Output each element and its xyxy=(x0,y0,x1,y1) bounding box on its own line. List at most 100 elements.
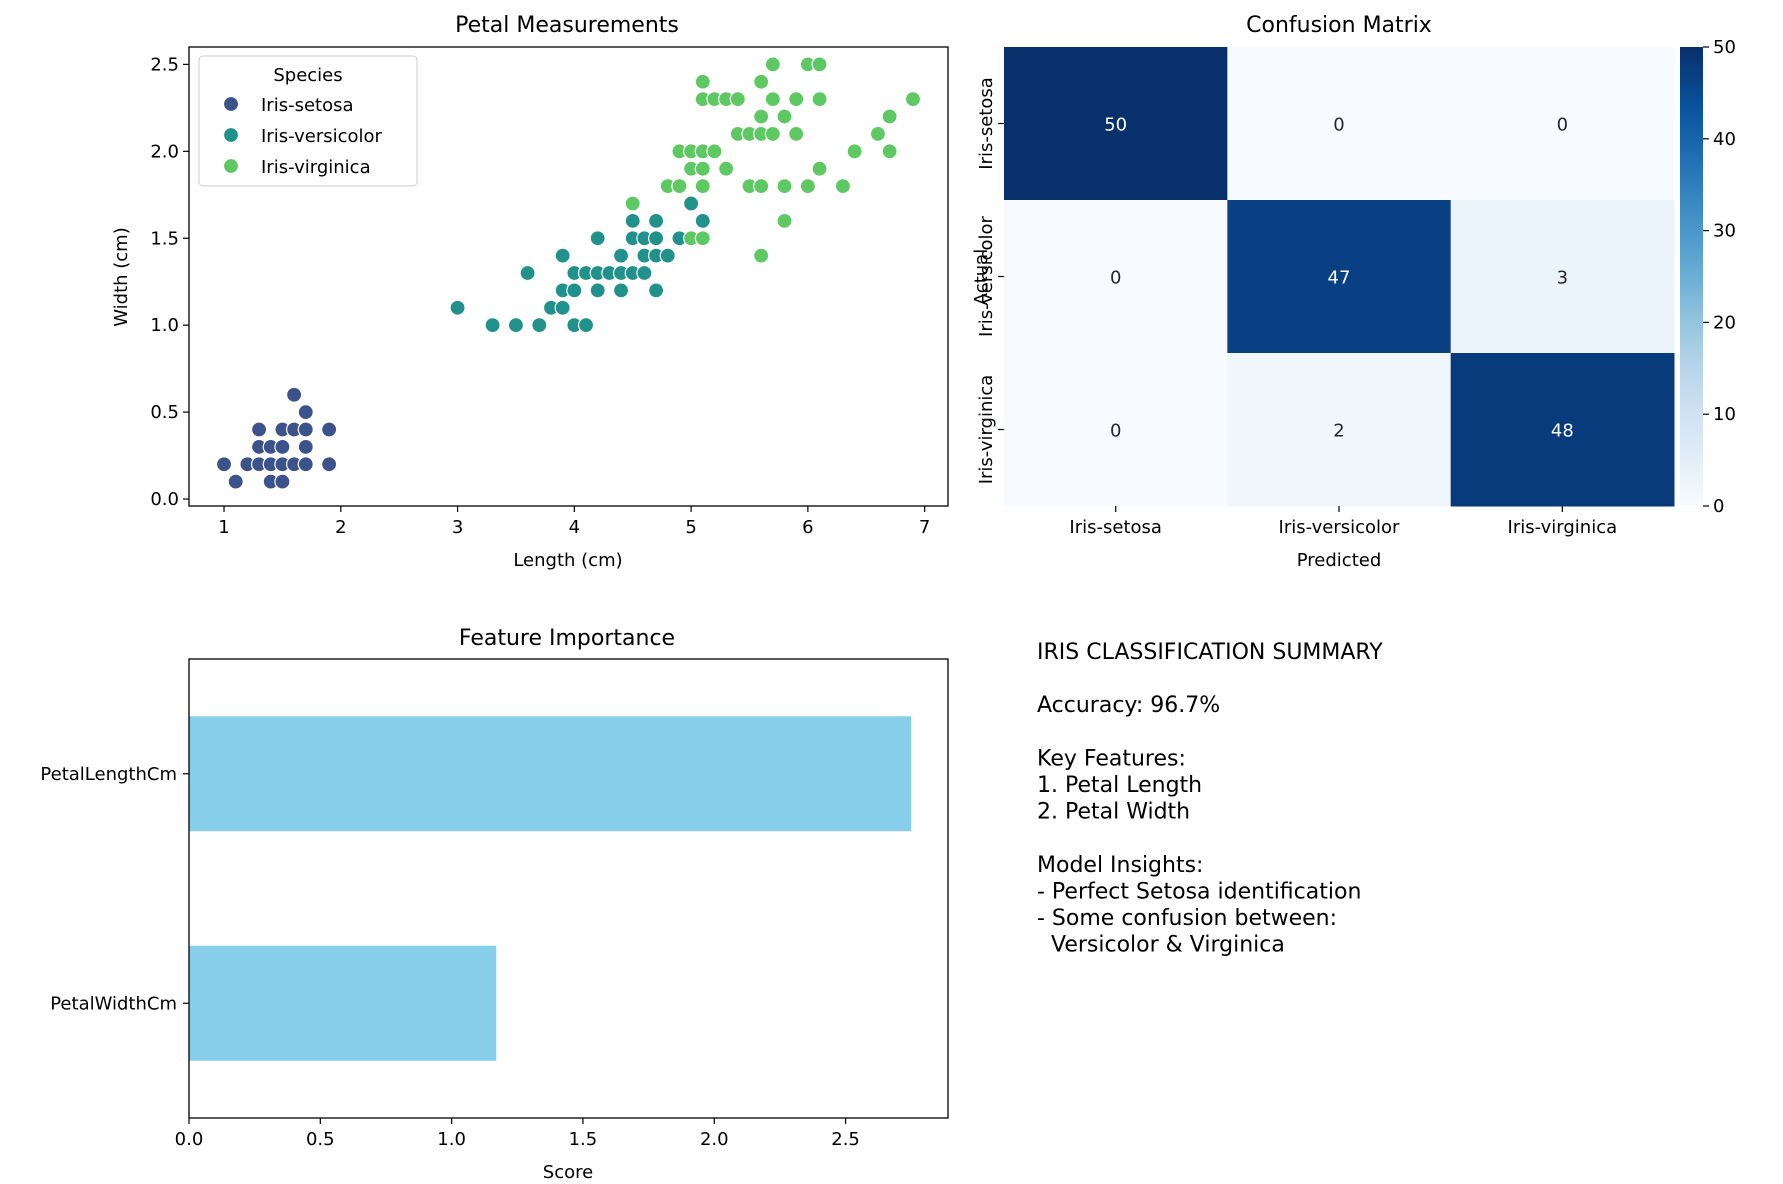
scatter-point xyxy=(834,177,852,195)
scatter-point xyxy=(636,264,653,282)
scatter-point xyxy=(753,108,770,125)
y-tick-label: 1.0 xyxy=(150,315,179,336)
scatter-point xyxy=(683,195,700,212)
heatmap-x-label: Predicted xyxy=(1297,550,1382,571)
scatter-point xyxy=(799,177,816,195)
scatter-point xyxy=(227,473,244,490)
summary-line: Versicolor & Virginica xyxy=(1037,933,1285,958)
scatter-point xyxy=(612,282,630,299)
heatmap-cell-value: 0 xyxy=(1333,115,1344,136)
heatmap-y-tick-label: Iris-setosa xyxy=(976,77,997,170)
scatter-point xyxy=(904,91,922,108)
heatmap-panel: Confusion Matrix 50 0 00 47 30 2 48 Iris-setos… xyxy=(971,13,1736,571)
bar-x-tick-label: 1.5 xyxy=(569,1129,598,1150)
scatter-panel: Petal Measurements 1 2 3 4 5 6 7 0.0 0.5 1.0 1.5 2… xyxy=(111,13,949,571)
scatter-point xyxy=(449,299,466,316)
summary-line: IRIS CLASSIFICATION SUMMARY xyxy=(1037,640,1383,665)
legend-label: Iris-virginica xyxy=(261,157,371,178)
y-tick-label: 1.5 xyxy=(150,228,179,249)
legend-box xyxy=(198,55,418,187)
heatmap-x-tick-label: Iris-virginica xyxy=(1508,517,1618,538)
bar xyxy=(189,945,497,1061)
scatter-point xyxy=(297,438,314,455)
scatter-point xyxy=(297,421,314,438)
scatter-point xyxy=(250,421,268,438)
scatter-point xyxy=(706,143,723,160)
scatter-plot-area xyxy=(215,56,922,490)
scatter-point xyxy=(881,143,898,160)
summary-line: 1. Petal Length xyxy=(1037,773,1202,798)
x-tick-label: 6 xyxy=(802,517,813,538)
legend-entries: Iris-setosa Iris-versicolor Iris-virginica xyxy=(222,95,383,178)
scatter-point xyxy=(531,317,548,334)
heatmap-cell xyxy=(1450,353,1675,507)
scatter-y-ticks: 0.0 0.5 1.0 1.5 2.0 2.5 xyxy=(150,54,189,510)
scatter-point xyxy=(589,282,606,299)
bar-y-ticks: PetalLengthCm PetalWidthCm xyxy=(40,764,189,1014)
heatmap-y-ticks: Iris-setosa Iris-versicolor Iris-virginica xyxy=(976,77,1004,484)
colorbar-tick-label: 40 xyxy=(1713,129,1736,150)
scatter-point xyxy=(753,73,770,90)
y-tick-label: 0.0 xyxy=(150,489,179,510)
heatmap-cell-value: 50 xyxy=(1104,115,1127,136)
scatter-x-ticks: 1 2 3 4 5 6 7 xyxy=(218,506,930,538)
bar xyxy=(189,716,912,832)
scatter-legend: Species Iris-setosa Iris-versicolor Iris-v… xyxy=(198,55,418,187)
scatter-point xyxy=(764,56,781,73)
x-tick-label: 1 xyxy=(218,517,229,538)
scatter-point xyxy=(624,195,641,212)
legend-label: Iris-setosa xyxy=(261,95,354,116)
heatmap-cell xyxy=(1004,200,1228,354)
heatmap-cell xyxy=(1450,200,1675,354)
bar-x-tick-label: 1.0 xyxy=(437,1129,466,1150)
heatmap-cells: 50 0 0 0 47 3 0 2 48 xyxy=(1004,47,1675,507)
heatmap-cell-value: 0 xyxy=(1110,421,1121,442)
bar-marks xyxy=(189,716,912,1061)
bar-title: Feature Importance xyxy=(459,626,675,651)
scatter-point xyxy=(881,108,898,125)
scatter-point xyxy=(869,125,887,143)
scatter-point xyxy=(811,91,828,108)
scatter-point xyxy=(846,143,863,160)
x-tick-label: 4 xyxy=(569,517,580,538)
scatter-point xyxy=(764,125,781,143)
scatter-point xyxy=(507,317,525,334)
bar-category-label: PetalLengthCm xyxy=(40,764,177,785)
scatter-x-label: Length (cm) xyxy=(513,550,622,571)
scatter-point xyxy=(484,317,501,334)
legend-marker xyxy=(222,95,240,113)
summary-line: Model Insights: xyxy=(1037,853,1203,878)
heatmap-cell-value: 0 xyxy=(1557,115,1568,136)
scatter-point xyxy=(788,91,805,108)
scatter-point xyxy=(321,421,338,438)
scatter-point xyxy=(274,438,291,455)
bar-x-tick-label: 0.0 xyxy=(175,1129,204,1150)
scatter-point xyxy=(776,177,793,195)
scatter-point xyxy=(671,177,688,195)
scatter-point xyxy=(811,56,828,73)
summary-text: IRIS CLASSIFICATION SUMMARY Accuracy: 96.… xyxy=(1037,640,1383,958)
legend-marker xyxy=(222,157,240,175)
scatter-point xyxy=(776,108,793,125)
scatter-point xyxy=(694,177,711,195)
scatter-point xyxy=(694,230,711,247)
heatmap-cell xyxy=(1004,47,1228,201)
legend-title: Species xyxy=(273,65,342,86)
heatmap-cell xyxy=(1227,353,1452,507)
legend-label: Iris-versicolor xyxy=(261,126,383,147)
heatmap-cell xyxy=(1227,47,1452,201)
colorbar-ticks: 0 10 20 30 40 50 xyxy=(1703,37,1736,517)
bar-x-tick-label: 2.0 xyxy=(700,1129,729,1150)
heatmap-cell-value: 48 xyxy=(1551,421,1574,442)
heatmap-x-tick-label: Iris-versicolor xyxy=(1279,517,1401,538)
summary-line: - Some confusion between: xyxy=(1037,906,1337,931)
scatter-point xyxy=(764,91,781,108)
colorbar-tick-label: 0 xyxy=(1713,496,1724,517)
scatter-title: Petal Measurements xyxy=(455,13,679,38)
scatter-point xyxy=(215,456,233,473)
bar-x-ticks: 0.0 0.5 1.0 1.5 2.0 2.5 xyxy=(175,1118,860,1150)
y-tick-label: 0.5 xyxy=(150,402,179,423)
heatmap-y-label: Actual xyxy=(971,249,992,305)
scatter-y-label: Width (cm) xyxy=(111,227,132,327)
scatter-point xyxy=(729,91,746,108)
